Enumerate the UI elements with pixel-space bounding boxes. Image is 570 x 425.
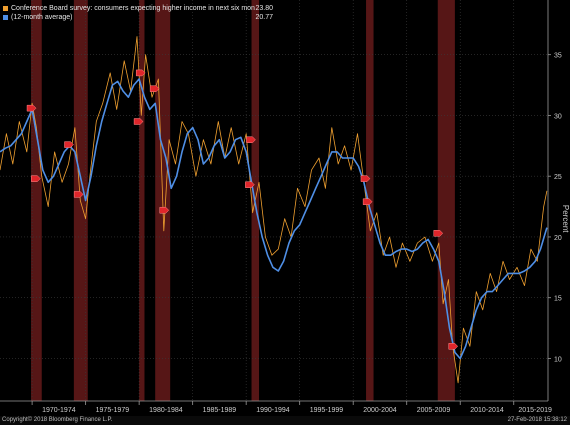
- x-tick-label: 1975-1979: [96, 407, 130, 414]
- marker-point: [133, 118, 144, 125]
- legend-item-income[interactable]: Conference Board survey: consumers expec…: [3, 4, 273, 13]
- legend-label-average: (12-month average): [11, 14, 73, 21]
- series-line-average: [0, 78, 548, 360]
- x-tick-label: 1980-1984: [149, 407, 183, 414]
- y-tick-label: 15: [554, 296, 562, 303]
- x-tick-label: 1970-1974: [42, 407, 76, 414]
- y-tick-label: 10: [554, 356, 562, 363]
- footer: Copyright© 2018 Bloomberg Finance L.P. 2…: [0, 416, 570, 425]
- marker-point: [64, 141, 74, 148]
- x-tick-label: 2005-2009: [417, 407, 451, 414]
- y-tick-label: 30: [554, 113, 562, 120]
- legend-swatch-income: [3, 6, 8, 11]
- marker-point: [362, 198, 373, 205]
- x-tick-label: 2015-2019: [518, 407, 552, 414]
- marker-point: [433, 230, 444, 237]
- x-tick-label: 1985-1989: [203, 407, 237, 414]
- marker-point: [31, 175, 41, 182]
- x-tick-label: 2010-2014: [470, 407, 504, 414]
- markers: [26, 69, 459, 350]
- marker-point: [246, 136, 256, 143]
- legend-value-income: 23.80: [255, 5, 273, 12]
- marker-point: [360, 175, 371, 182]
- y-tick-label: 35: [554, 53, 562, 60]
- recession-band: [73, 0, 88, 401]
- recession-band: [139, 0, 145, 401]
- x-tick-label: 1990-1994: [256, 407, 290, 414]
- marker-point: [245, 181, 255, 188]
- marker-point: [26, 104, 37, 112]
- timestamp-text: 27-Feb-2018 15:38:12: [507, 417, 567, 423]
- legend-swatch-average: [3, 15, 8, 20]
- marker-point: [149, 85, 160, 92]
- marker-point: [73, 191, 84, 198]
- marker-point: [448, 343, 459, 350]
- y-tick-label: 20: [554, 235, 562, 242]
- legend-label-income: Conference Board survey: consumers expec…: [11, 5, 255, 12]
- series-line-income: [0, 36, 548, 384]
- y-axis: 10 15 20 25 30 35: [547, 0, 562, 401]
- copyright-text: Copyright© 2018 Bloomberg Finance L.P.: [2, 417, 113, 423]
- y-axis-label: Percent: [561, 205, 570, 233]
- y-tick-label: 25: [554, 174, 562, 181]
- series-lines: [0, 36, 548, 384]
- recession-band: [437, 0, 455, 401]
- marker-point: [135, 69, 146, 77]
- x-axis: 1970-1974 1975-1979 1980-1984 1985-1989 1990…: [0, 400, 552, 414]
- recession-band: [31, 0, 42, 401]
- x-tick-label: 2000-2004: [363, 407, 397, 414]
- legend: Conference Board survey: consumers expec…: [3, 4, 273, 22]
- x-tick-label: 1995-1999: [310, 407, 344, 414]
- marker-point: [159, 206, 170, 214]
- legend-item-average[interactable]: (12-month average) 20.77: [3, 13, 273, 22]
- grid: [0, 0, 548, 401]
- legend-value-average: 20.77: [255, 14, 273, 21]
